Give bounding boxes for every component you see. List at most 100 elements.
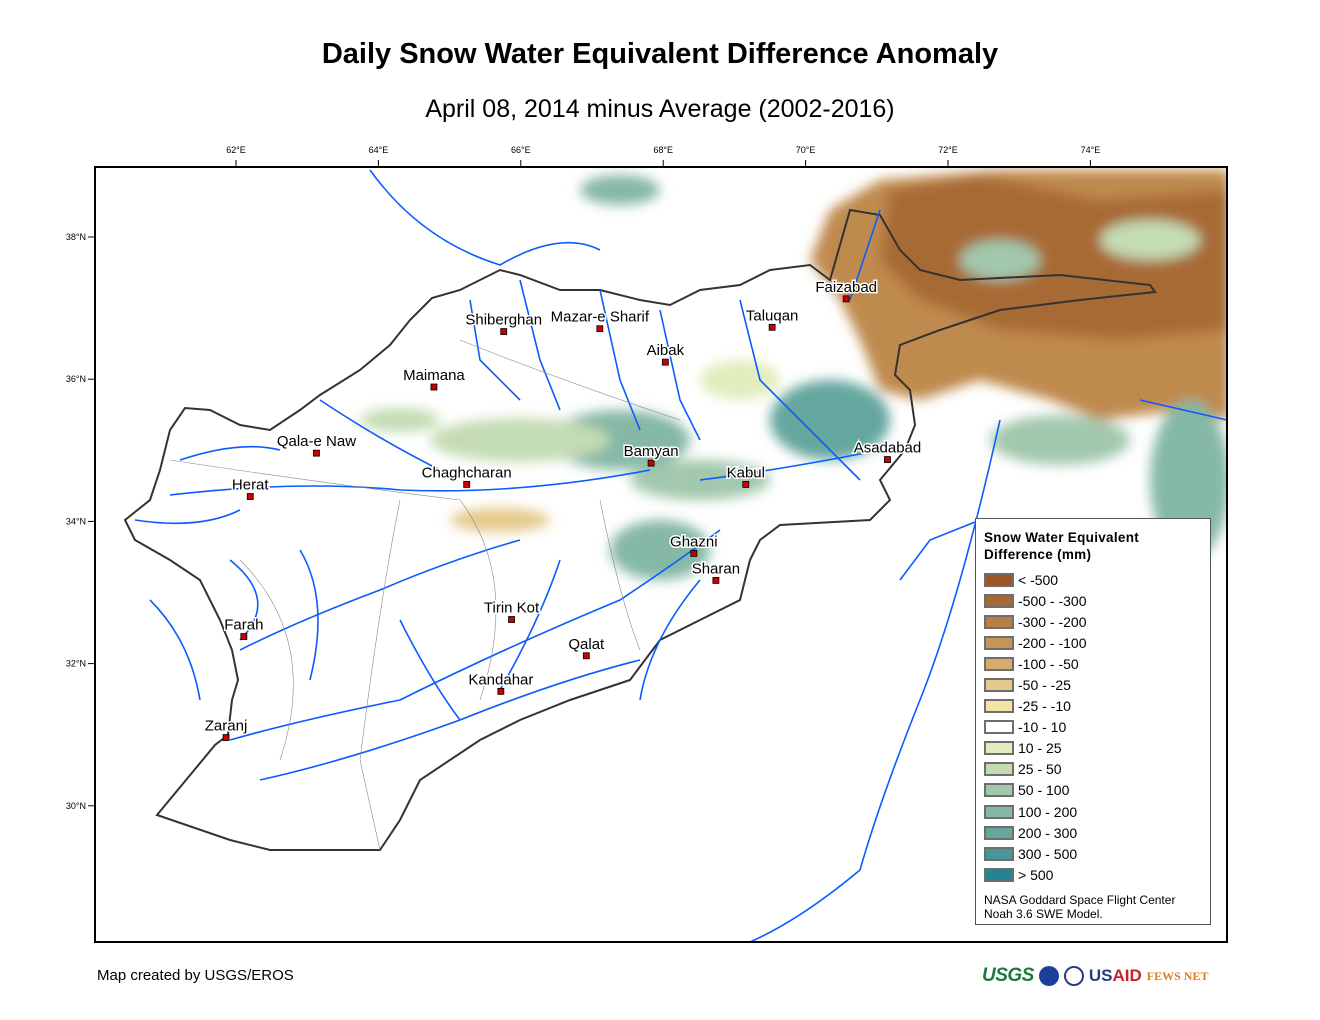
- city-dot-icon: [661, 358, 669, 366]
- lon-tick-label: 64°E: [369, 145, 389, 155]
- legend-item: 25 - 50: [984, 759, 1210, 780]
- city-label: Zaranj: [205, 718, 248, 735]
- legend-title-line1: Snow Water Equivalent: [984, 530, 1140, 545]
- city-marker[interactable]: Zaranj: [203, 716, 249, 741]
- lon-tick-label: 68°E: [653, 145, 673, 155]
- lat-tick-label: 36°N: [66, 374, 86, 384]
- city-label: Farah: [224, 617, 263, 634]
- city-label: Shiberghan: [465, 312, 542, 329]
- city-label: Sharan: [692, 560, 740, 577]
- city-dot-icon: [430, 383, 438, 391]
- city-marker[interactable]: Sharan: [690, 559, 742, 584]
- city-marker[interactable]: Aibak: [645, 341, 686, 366]
- city-dot-icon: [596, 325, 604, 333]
- city-marker[interactable]: Farah: [223, 615, 265, 640]
- city-marker[interactable]: Qalat: [567, 634, 607, 660]
- legend-item: 50 - 100: [984, 780, 1210, 801]
- lon-tick-label: 74°E: [1081, 145, 1101, 155]
- lon-tick-label: 66°E: [511, 145, 531, 155]
- city-dot-icon: [690, 549, 698, 557]
- legend-swatch: [984, 867, 1014, 882]
- city-marker[interactable]: Mazar-e Sharif: [549, 307, 651, 333]
- legend-item: 10 - 25: [984, 738, 1210, 759]
- city-dot-icon: [742, 481, 750, 488]
- legend-label: 300 - 500: [1018, 845, 1078, 862]
- legend-label: -50 - -25: [1018, 677, 1071, 694]
- legend-label: < -500: [1018, 571, 1059, 588]
- legend-label: 200 - 300: [1018, 824, 1078, 841]
- city-dot-icon: [222, 734, 230, 741]
- legend: Snow Water Equivalent Difference (mm) < -…: [975, 518, 1211, 925]
- city-label: Ghazni: [670, 533, 718, 550]
- city-label: Chaghcharan: [422, 464, 512, 481]
- legend-item: 100 - 200: [984, 801, 1210, 822]
- map-frame: [94, 166, 1228, 943]
- usaid-logo: USAID: [1088, 966, 1142, 985]
- map-credit: Map created by USGS/EROS: [97, 967, 294, 984]
- legend-swatch: [984, 593, 1014, 608]
- legend-swatch: [984, 614, 1014, 629]
- lat-tick-label: 34°N: [66, 516, 86, 526]
- afghanistan-border: [123, 208, 1157, 851]
- legend-swatch: [984, 720, 1014, 735]
- city-marker[interactable]: Bamyan: [622, 442, 680, 467]
- legend-item: -300 - -200: [984, 611, 1210, 632]
- city-marker[interactable]: Asadabad: [852, 438, 923, 463]
- legend-label: 10 - 25: [1018, 740, 1062, 757]
- city-marker[interactable]: Kabul: [725, 463, 766, 488]
- legend-label: -200 - -100: [1018, 634, 1087, 651]
- city-label: Tirin Kot: [484, 600, 540, 617]
- lat-tick-label: 32°N: [66, 659, 86, 669]
- lat-tick-label: 38°N: [66, 232, 86, 242]
- legend-title-line2: Difference (mm): [984, 547, 1092, 562]
- city-label: Bamyan: [624, 443, 679, 460]
- river-network: [134, 169, 1228, 943]
- legend-item: -50 - -25: [984, 674, 1210, 695]
- city-label: Qalat: [568, 636, 605, 653]
- province-boundaries: [169, 339, 681, 851]
- city-dot-icon: [842, 295, 850, 303]
- legend-swatch: [984, 825, 1014, 840]
- city-marker[interactable]: Maimana: [402, 366, 467, 391]
- city-label: Maimana: [403, 367, 465, 384]
- city-marker[interactable]: Tirin Kot: [482, 598, 542, 623]
- legend-label: 50 - 100: [1018, 782, 1070, 799]
- legend-label: > 500: [1018, 866, 1054, 883]
- nasa-logo: [1038, 966, 1059, 986]
- fews-net-logo: FEWS NET: [1146, 968, 1209, 983]
- legend-swatch: [984, 804, 1014, 819]
- legend-credit: NASA Goddard Space Flight Center Noah 3.…: [984, 893, 1210, 921]
- legend-swatch: [984, 846, 1014, 861]
- legend-swatch: [984, 783, 1014, 798]
- logo-strip: USGS USAID FEWS NET: [982, 965, 1208, 987]
- city-dot-icon: [313, 449, 320, 457]
- legend-item: 200 - 300: [984, 822, 1210, 843]
- city-dot-icon: [240, 633, 248, 640]
- legend-item: 300 - 500: [984, 843, 1210, 864]
- legend-label: -300 - -200: [1018, 613, 1087, 630]
- legend-label: 25 - 50: [1018, 761, 1062, 778]
- city-marker[interactable]: Kandahar: [467, 670, 535, 695]
- city-dot-icon: [500, 328, 508, 335]
- city-marker[interactable]: Taluqan: [744, 306, 800, 331]
- city-label: Qala-e Naw: [277, 433, 356, 450]
- legend-swatch: [984, 741, 1014, 756]
- city-dot-icon: [582, 652, 590, 660]
- legend-label: 100 - 200: [1018, 803, 1078, 820]
- city-marker[interactable]: Qala-e Naw: [275, 432, 358, 457]
- legend-item: -10 - 10: [984, 717, 1210, 738]
- map-title: Daily Snow Water Equivalent Difference A…: [321, 38, 999, 70]
- legend-label: -25 - -10: [1018, 698, 1071, 715]
- legend-item: -500 - -300: [984, 590, 1210, 611]
- city-marker[interactable]: Shiberghan: [464, 310, 544, 335]
- city-dot-icon: [246, 493, 254, 500]
- legend-swatch: [984, 762, 1014, 777]
- legend-item: > 500: [984, 864, 1210, 885]
- city-marker[interactable]: Faizabad: [814, 277, 879, 303]
- city-dot-icon: [508, 616, 515, 623]
- legend-swatch: [984, 699, 1014, 714]
- city-marker[interactable]: Chaghcharan: [420, 463, 513, 488]
- lat-tick-label: 30°N: [66, 801, 86, 811]
- city-marker[interactable]: Ghazni: [669, 532, 719, 557]
- city-marker[interactable]: Herat: [230, 475, 271, 500]
